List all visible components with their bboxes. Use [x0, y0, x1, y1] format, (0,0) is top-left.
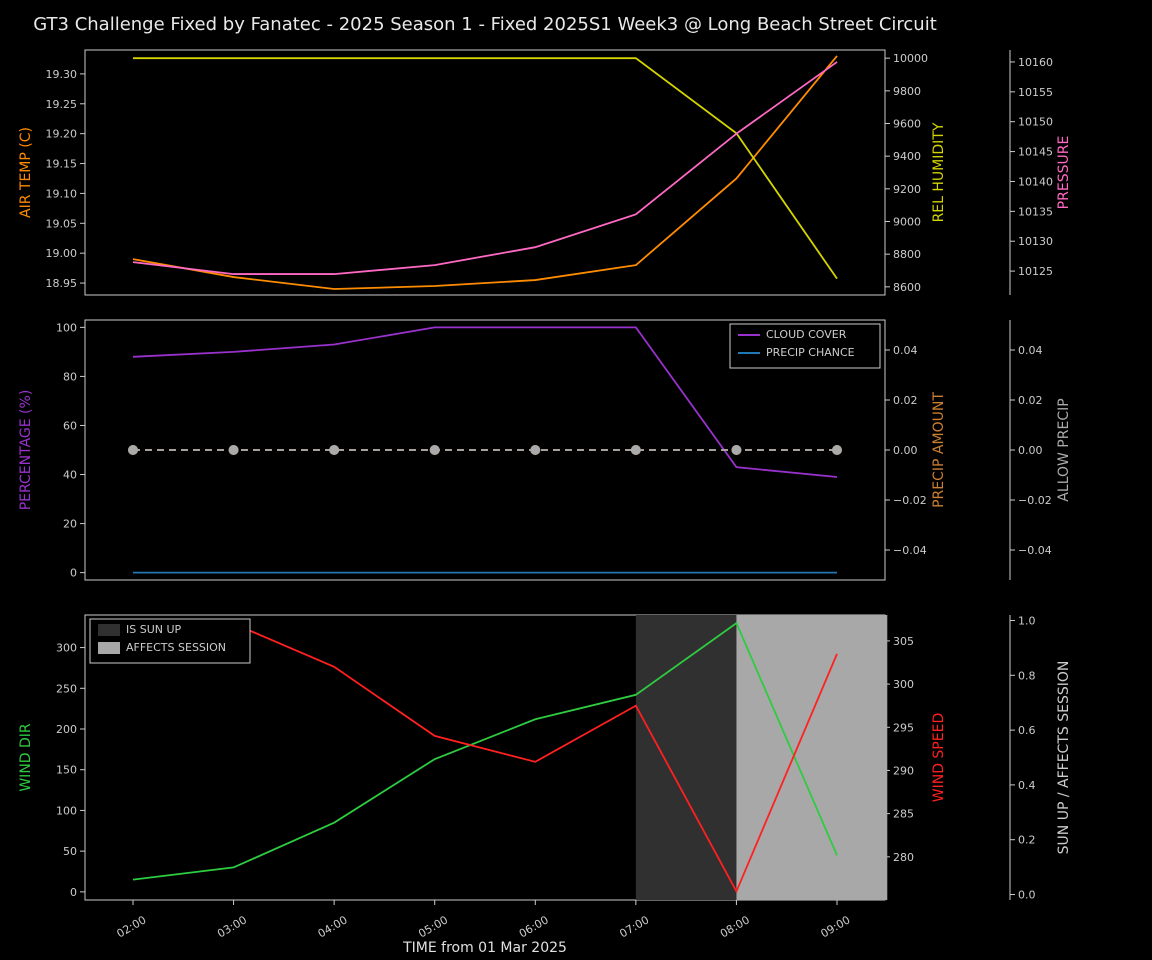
y-tick-label: 0.02	[893, 394, 918, 407]
y-tick-label: 10000	[893, 52, 928, 65]
pressure-line	[133, 62, 837, 274]
x-tick-label: 02:00	[115, 913, 149, 940]
legend-swatch	[98, 642, 120, 654]
y-tick-label: 10145	[1018, 146, 1053, 159]
y-tick-label: −0.02	[893, 494, 927, 507]
y-tick-label: 9600	[893, 118, 921, 131]
y-tick-label: 0.04	[893, 344, 918, 357]
y-tick-label: 40	[63, 469, 77, 482]
x-axis-label: TIME from 01 Mar 2025	[402, 940, 567, 956]
y-axis-label: AIR TEMP (C)	[18, 127, 34, 218]
y-tick-label: 10155	[1018, 86, 1053, 99]
air-temp-line	[133, 56, 837, 289]
y-tick-label: 100	[56, 804, 77, 817]
y-tick-label: 8800	[893, 248, 921, 261]
x-tick-label: 03:00	[215, 913, 249, 940]
y-tick-label: 19.00	[46, 247, 78, 260]
allow-precip-marker	[731, 445, 741, 455]
y-tick-label: 10135	[1018, 205, 1053, 218]
allow-precip-marker	[329, 445, 339, 455]
y-tick-label: 19.20	[46, 128, 78, 141]
x-tick-label: 09:00	[819, 913, 853, 940]
y-tick-label: 300	[56, 642, 77, 655]
legend-swatch	[98, 624, 120, 636]
y-axis-label: PRESSURE	[1056, 136, 1072, 210]
y-tick-label: 0.0	[1018, 889, 1036, 902]
is_sun_up-region	[636, 615, 737, 900]
allow-precip-marker	[832, 445, 842, 455]
x-tick-label: 04:00	[316, 913, 350, 940]
y-axis-label: WIND DIR	[18, 723, 34, 792]
y-tick-label: 10160	[1018, 56, 1053, 69]
y-tick-label: 305	[893, 635, 914, 648]
y-tick-label: 200	[56, 723, 77, 736]
y-tick-label: 1.0	[1018, 614, 1036, 627]
y-tick-label: 0.2	[1018, 834, 1036, 847]
y-tick-label: −0.04	[893, 544, 927, 557]
y-tick-label: 300	[893, 678, 914, 691]
y-tick-label: 10125	[1018, 265, 1053, 278]
y-tick-label: 80	[63, 370, 77, 383]
x-tick-label: 06:00	[517, 913, 551, 940]
legend-label: CLOUD COVER	[766, 328, 847, 341]
y-tick-label: 19.05	[46, 217, 78, 230]
y-tick-label: 9000	[893, 216, 921, 229]
legend-label: AFFECTS SESSION	[126, 641, 226, 654]
y-tick-label: 0.00	[1018, 444, 1043, 457]
y-tick-label: 290	[893, 764, 914, 777]
y-tick-label: 285	[893, 808, 914, 821]
y-tick-label: 9200	[893, 183, 921, 196]
y-tick-label: 10140	[1018, 175, 1053, 188]
y-tick-label: 10130	[1018, 235, 1053, 248]
allow-precip-marker	[430, 445, 440, 455]
y-axis-label: PRECIP AMOUNT	[931, 392, 947, 508]
weather-chart: GT3 Challenge Fixed by Fanatec - 2025 Se…	[0, 0, 1152, 960]
y-tick-label: 0	[70, 886, 77, 899]
y-axis-label: REL HUMIDITY	[931, 122, 947, 222]
allow-precip-marker	[631, 445, 641, 455]
y-tick-label: 19.25	[46, 98, 78, 111]
y-tick-label: 100	[56, 321, 77, 334]
y-tick-label: 9800	[893, 85, 921, 98]
y-tick-label: 20	[63, 518, 77, 531]
y-tick-label: 19.15	[46, 158, 78, 171]
y-axis-label: SUN UP / AFFECTS SESSION	[1056, 661, 1072, 855]
y-tick-label: 0.02	[1018, 394, 1043, 407]
y-tick-label: 0.00	[893, 444, 918, 457]
allow-precip-marker	[128, 445, 138, 455]
y-tick-label: 0.8	[1018, 669, 1036, 682]
y-tick-label: 295	[893, 721, 914, 734]
y-tick-label: 280	[893, 851, 914, 864]
y-tick-label: 18.95	[46, 277, 78, 290]
humidity-line	[133, 58, 837, 278]
x-tick-label: 08:00	[718, 913, 752, 940]
y-tick-label: −0.04	[1018, 544, 1052, 557]
affects_session-region	[736, 615, 887, 900]
y-tick-label: 10150	[1018, 116, 1053, 129]
y-axis-label: ALLOW PRECIP	[1056, 398, 1072, 501]
y-tick-label: 250	[56, 682, 77, 695]
y-tick-label: 0.6	[1018, 724, 1036, 737]
y-tick-label: 9400	[893, 150, 921, 163]
allow-precip-marker	[229, 445, 239, 455]
y-tick-label: 150	[56, 764, 77, 777]
x-tick-label: 07:00	[617, 913, 651, 940]
y-tick-label: −0.02	[1018, 494, 1052, 507]
legend-label: IS SUN UP	[126, 623, 182, 636]
y-tick-label: 50	[63, 845, 77, 858]
y-tick-label: 0	[70, 567, 77, 580]
y-tick-label: 0.4	[1018, 779, 1036, 792]
y-axis-label: WIND SPEED	[931, 713, 947, 802]
y-tick-label: 60	[63, 419, 77, 432]
y-tick-label: 8600	[893, 281, 921, 294]
y-tick-label: 0.04	[1018, 344, 1043, 357]
y-tick-label: 19.10	[46, 187, 78, 200]
x-tick-label: 05:00	[416, 913, 450, 940]
y-tick-label: 19.30	[46, 68, 78, 81]
legend-label: PRECIP CHANCE	[766, 346, 855, 359]
allow-precip-marker	[530, 445, 540, 455]
y-axis-label: PERCENTAGE (%)	[18, 390, 34, 511]
chart-title: GT3 Challenge Fixed by Fanatec - 2025 Se…	[33, 14, 937, 35]
